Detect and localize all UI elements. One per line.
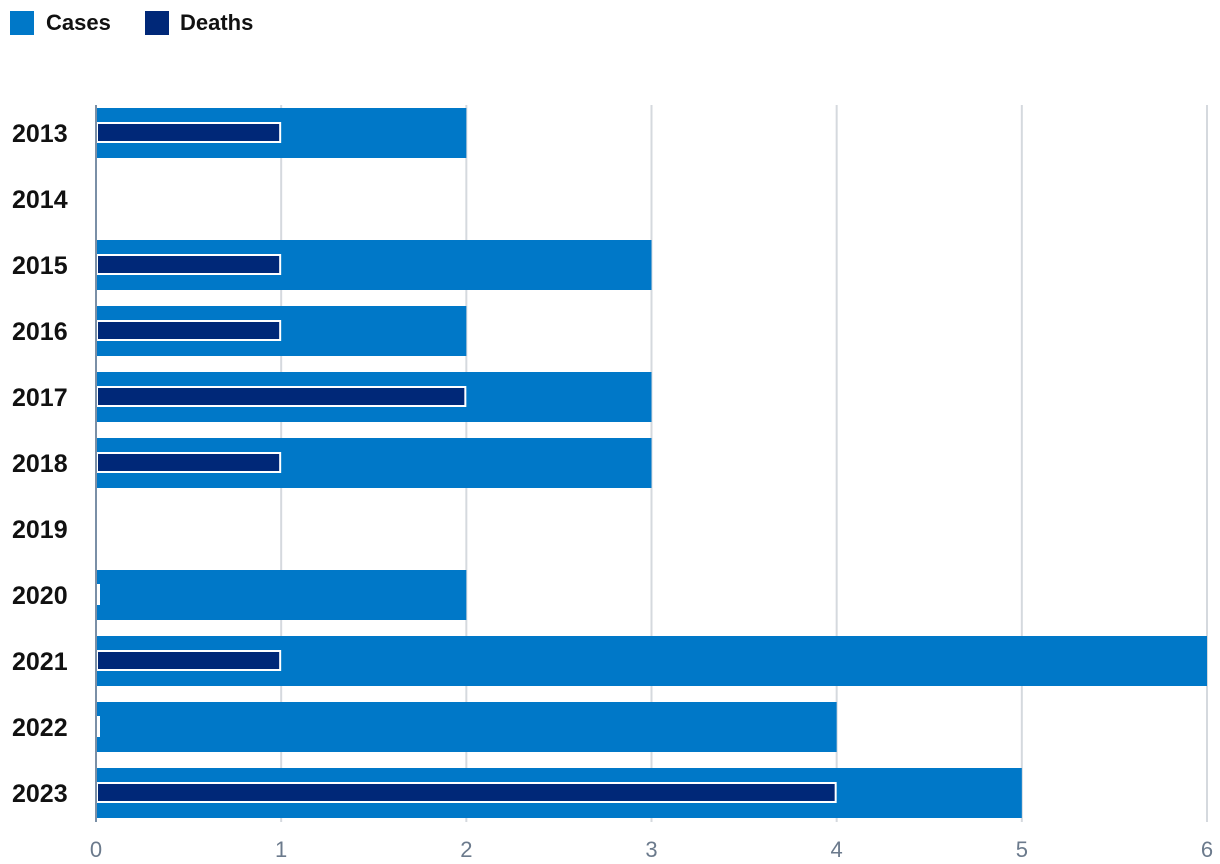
category-label-2015: 2015 bbox=[12, 252, 68, 280]
bar-deaths-2023[interactable] bbox=[96, 782, 837, 803]
x-tick-label-2: 2 bbox=[460, 837, 472, 862]
bar-deaths-2022[interactable] bbox=[96, 716, 100, 737]
x-tick-label-1: 1 bbox=[275, 837, 287, 862]
bar-deaths-2020[interactable] bbox=[96, 584, 100, 605]
x-tick-label-5: 5 bbox=[1016, 837, 1028, 862]
category-label-2017: 2017 bbox=[12, 384, 68, 412]
x-tick-label-4: 4 bbox=[831, 837, 843, 862]
bar-deaths-2015[interactable] bbox=[96, 254, 282, 275]
x-tick-label-0: 0 bbox=[90, 837, 102, 862]
legend-swatch-deaths bbox=[145, 11, 169, 35]
x-tick-label-3: 3 bbox=[645, 837, 657, 862]
x-tick-label-6: 6 bbox=[1201, 837, 1213, 862]
category-label-2019: 2019 bbox=[12, 516, 68, 544]
category-label-2018: 2018 bbox=[12, 450, 68, 478]
legend: Cases Deaths bbox=[10, 10, 253, 35]
category-label-2013: 2013 bbox=[12, 120, 68, 148]
bar-deaths-2018[interactable] bbox=[96, 452, 282, 473]
category-label-2021: 2021 bbox=[12, 648, 68, 676]
x-tick-labels: 0 1 2 3 4 5 6 bbox=[90, 837, 1213, 862]
category-label-2020: 2020 bbox=[12, 582, 68, 610]
bar-cases-2022[interactable] bbox=[97, 702, 837, 752]
bar-cases-2020[interactable] bbox=[97, 570, 467, 620]
bar-deaths-2016[interactable] bbox=[96, 320, 282, 341]
category-label-2014: 2014 bbox=[12, 186, 68, 214]
legend-label-cases: Cases bbox=[46, 10, 111, 35]
bar-deaths-2017[interactable] bbox=[96, 386, 467, 407]
bars bbox=[96, 108, 1207, 818]
legend-item-deaths[interactable]: Deaths bbox=[145, 10, 253, 35]
category-label-2022: 2022 bbox=[12, 714, 68, 742]
category-label-2023: 2023 bbox=[12, 780, 68, 808]
category-label-2016: 2016 bbox=[12, 318, 68, 346]
legend-label-deaths: Deaths bbox=[180, 10, 253, 35]
legend-item-cases[interactable]: Cases bbox=[10, 10, 111, 35]
category-labels: 2013 2014 2015 2016 2017 2018 2019 2020 2021 2022… bbox=[12, 120, 68, 808]
legend-swatch-cases bbox=[10, 11, 34, 35]
bar-deaths-2013[interactable] bbox=[96, 122, 282, 143]
bar-cases-2021[interactable] bbox=[97, 636, 1207, 686]
bar-deaths-2021[interactable] bbox=[96, 650, 282, 671]
